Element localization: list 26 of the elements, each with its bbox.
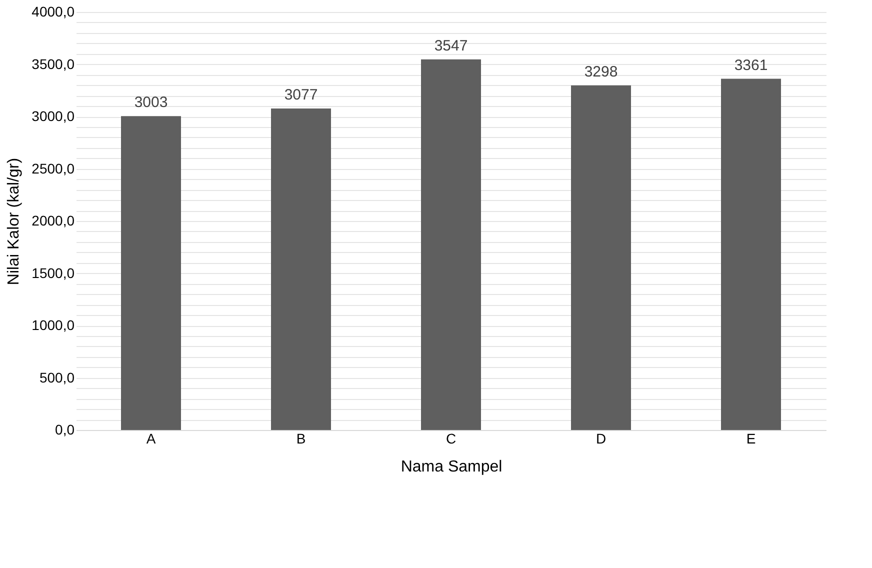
data-label: 3298 <box>584 63 618 80</box>
x-tick-label: B <box>296 430 306 446</box>
bar <box>271 108 331 430</box>
y-tick-label: 3500,0 <box>32 56 75 72</box>
y-tick-label: 1000,0 <box>32 317 75 333</box>
y-tick-label: 3000,0 <box>32 108 75 124</box>
bar <box>421 59 481 430</box>
data-label: 3547 <box>434 37 468 54</box>
y-tick-label: 4000,0 <box>32 4 75 20</box>
x-tick-label: E <box>746 430 756 446</box>
y-tick-label: 0,0 <box>55 422 75 438</box>
bar <box>721 78 781 430</box>
bar <box>571 85 631 430</box>
y-tick-label: 2500,0 <box>32 160 75 176</box>
y-axis-title: Nilai Kalor (kal/gr) <box>6 158 23 286</box>
bar <box>121 116 181 430</box>
x-tick-label: A <box>146 430 156 446</box>
y-tick-label: 500,0 <box>39 369 75 386</box>
data-label: 3361 <box>734 56 768 74</box>
data-label: 3003 <box>134 94 168 112</box>
x-tick-label: D <box>596 430 606 446</box>
x-tick-label: C <box>446 430 456 446</box>
y-tick-label: 2000,0 <box>32 212 75 228</box>
x-axis-title: Nama Sampel <box>400 458 502 476</box>
data-label: 3077 <box>284 86 318 104</box>
y-tick-label: 1500,0 <box>32 264 75 281</box>
